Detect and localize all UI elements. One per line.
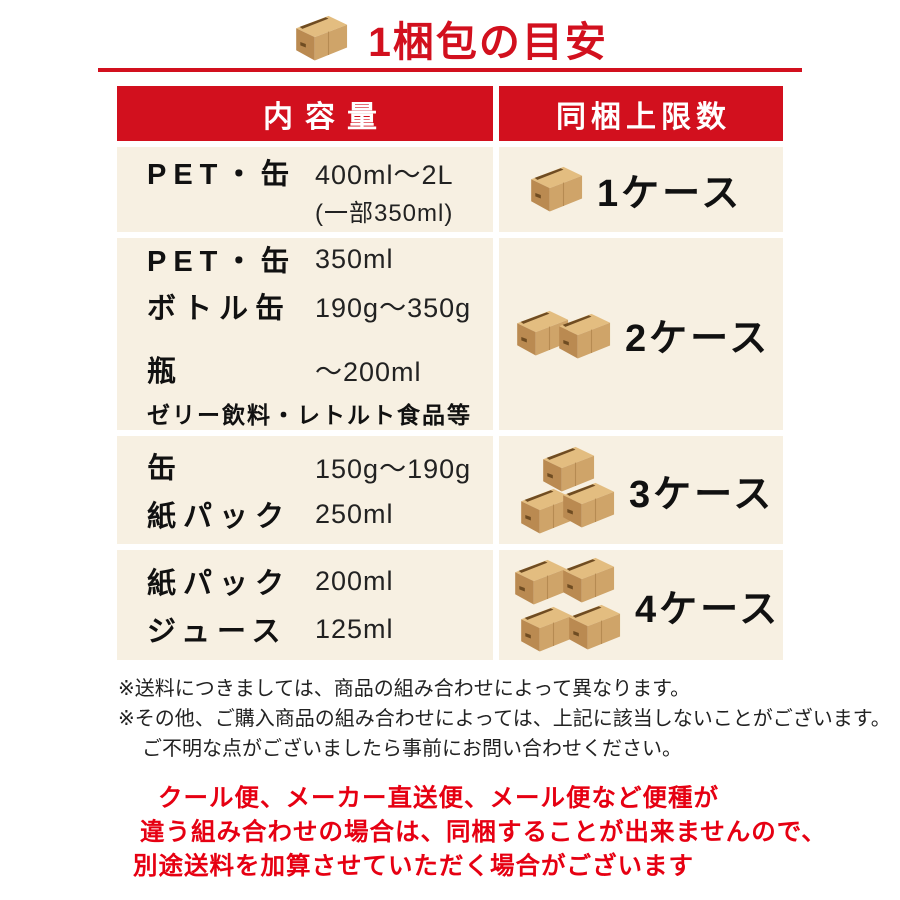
content-line: (一部350ml) [147, 193, 493, 228]
table-row: PET・缶 350ml ボトル缶 190g〜350g 瓶 〜200ml ゼリー飲… [117, 238, 783, 430]
page-header: 1梱包の目安 [0, 0, 900, 66]
bundle-limit-cell: 4ケース [499, 550, 783, 660]
bundle-limit-cell: 1ケース [499, 147, 783, 232]
two-boxes-icon [513, 303, 619, 365]
content-label: ジュース [147, 616, 288, 648]
cardboard-box-icon [292, 11, 354, 66]
three-boxes-icon [517, 442, 623, 539]
contents-cell: 缶 150g〜190g 紙パック 250ml [117, 436, 493, 544]
shipping-warning: クール便、メーカー直送便、メール便など便種が 違う組み合わせの場合は、同梱するこ… [133, 782, 900, 884]
content-line: PET・缶 350ml [147, 238, 493, 280]
content-value: 190g〜350g [315, 293, 472, 324]
content-line: 瓶 〜200ml [147, 348, 493, 390]
content-label: 紙パック [147, 568, 292, 600]
content-label: 瓶 [147, 356, 184, 388]
content-label: 缶 [147, 453, 184, 485]
case-count-label: 3ケース [629, 473, 775, 516]
case-count-label: 4ケース [635, 588, 781, 631]
table-row: PET・缶 400ml〜2L (一部350ml) 1ケース [117, 147, 783, 232]
content-line: 紙パック 250ml [147, 493, 493, 535]
contents-cell: PET・缶 400ml〜2L (一部350ml) [117, 147, 493, 232]
content-value: 125ml [315, 613, 394, 644]
column-header-max-bundle: 同梱上限数 [499, 86, 783, 141]
bundle-limit-cell: 3ケース [499, 436, 783, 544]
table-header-row: 内容量 同梱上限数 [117, 86, 783, 141]
one-box-icon [527, 162, 591, 218]
content-line: PET・缶 400ml〜2L [147, 151, 493, 193]
case-count-label: 2ケース [625, 317, 771, 360]
content-sub-value: (一部350ml) [315, 200, 454, 227]
footnote-line: ご不明な点がございましたら事前にお問い合わせください。 [142, 738, 682, 760]
content-line: 缶 150g〜190g [147, 445, 493, 487]
footnotes: ※送料につきましては、商品の組み合わせによって異なります。 ※その他、ご購入商品… [118, 674, 900, 764]
table-row: 紙パック 200ml ジュース 125ml 4ケース [117, 550, 783, 660]
warning-line: 別途送料を加算させていただく場合がございます [133, 853, 694, 880]
content-line: ボトル缶 190g〜350g [147, 285, 493, 327]
packing-table: 内容量 同梱上限数 PET・缶 400ml〜2L (一部350ml) 1ケース [117, 86, 783, 660]
content-value: 150g〜190g [315, 453, 472, 484]
bundle-limit-cell: 2ケース [499, 238, 783, 430]
content-label: PET・缶 [147, 159, 297, 191]
contents-cell: PET・缶 350ml ボトル缶 190g〜350g 瓶 〜200ml ゼリー飲… [117, 238, 493, 430]
warning-line: クール便、メーカー直送便、メール便など便種が [158, 785, 719, 812]
contents-cell: 紙パック 200ml ジュース 125ml [117, 550, 493, 660]
content-value: 〜200ml [315, 356, 422, 387]
content-value: 350ml [315, 243, 394, 274]
content-value: 400ml〜2L [315, 159, 454, 190]
case-count-label: 1ケース [597, 173, 743, 215]
content-label: PET・缶 [147, 246, 297, 278]
content-value: 200ml [315, 565, 394, 596]
footnote-line: ※その他、ご購入商品の組み合わせによっては、上記に該当しないことがございます。 [118, 708, 891, 730]
content-label: ボトル缶 [147, 292, 292, 325]
page-title: 1梱包の目安 [368, 19, 608, 65]
content-line: ジュース 125ml [147, 608, 493, 650]
column-header-contents: 内容量 [117, 86, 493, 141]
content-label: 紙パック [147, 501, 292, 533]
table-row: 缶 150g〜190g 紙パック 250ml 3ケース [117, 436, 783, 544]
footnote-line: ※送料につきましては、商品の組み合わせによって異なります。 [118, 678, 691, 700]
content-value: 250ml [315, 498, 394, 529]
title-divider-rule [98, 68, 802, 72]
four-boxes-icon [511, 553, 629, 657]
content-note: ゼリー飲料・レトルト食品等 [147, 402, 472, 428]
warning-line: 違う組み合わせの場合は、同梱することが出来ませんので、 [140, 819, 827, 846]
content-line: 紙パック 200ml [147, 560, 493, 602]
